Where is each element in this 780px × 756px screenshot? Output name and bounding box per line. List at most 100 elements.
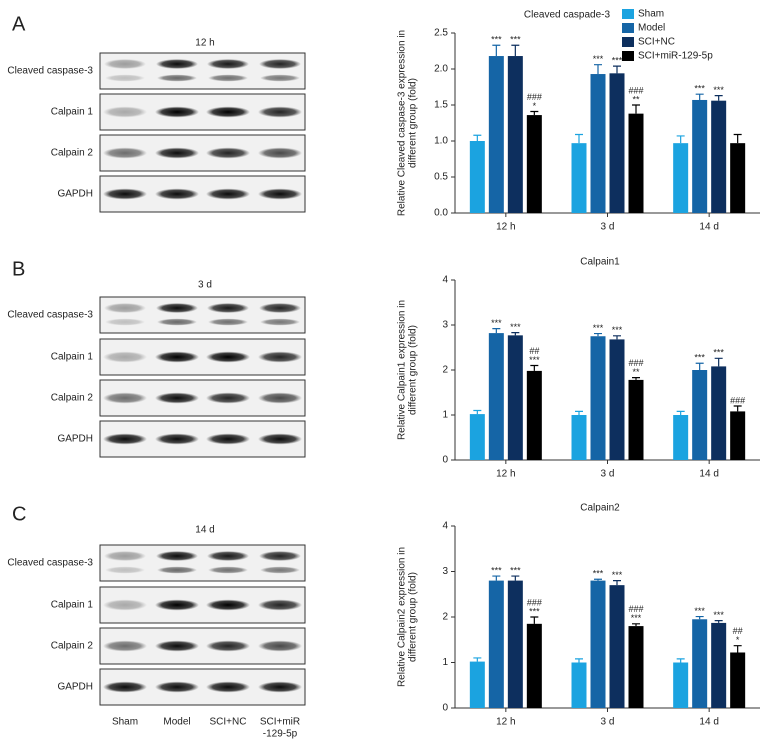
error-bar [575,133,583,144]
blot-band [258,106,302,118]
bar [469,661,485,708]
blot-row-label: Cleaved caspase-3 [7,558,93,569]
blot-band [105,566,145,574]
error-bar [632,623,640,627]
blot-box [99,52,306,90]
blot-band [103,681,147,693]
x-tick-label: 12 h [496,717,515,728]
x-tick-label: 3 d [601,469,615,480]
error-bar [530,616,539,624]
blot-band [258,681,302,693]
y-tick-label: 2.0 [434,64,448,75]
significance-label: *** [713,610,724,620]
blot-band [103,147,147,159]
error-bar [511,44,520,57]
lane-label: Model [163,717,190,728]
blot-band [103,351,147,363]
bar [730,652,746,708]
bar [730,143,746,213]
blot-band [104,59,146,69]
blot-band [206,681,250,693]
blot-band [157,74,197,82]
legend-label: Model [638,23,665,34]
y-axis-label: Relative Calpain2 expression in [397,547,408,687]
blot-band [207,303,249,313]
error-bar [594,64,602,75]
blot-band [206,392,250,404]
bar [488,580,504,708]
error-bar [733,645,742,653]
error-bar [613,65,621,74]
bar [711,366,727,460]
blot-row-label: Cleaved caspase-3 [7,66,93,77]
blot-band [206,106,250,118]
legend-swatch [622,37,634,47]
significance-label: *** [510,35,521,45]
bar [507,56,523,213]
x-tick-label: 14 d [699,469,718,480]
blot-band [259,59,301,69]
error-bar [613,580,621,586]
blot-band [155,188,199,200]
error-bar [473,409,482,415]
legend-swatch [622,23,634,33]
bar [571,415,587,460]
blot-band [207,59,249,69]
y-tick-label: 0.0 [434,208,448,219]
legend-swatch [622,51,634,61]
blot-band [207,551,249,561]
x-tick-label: 3 d [601,222,615,233]
blot-row-label: GAPDH [57,682,93,693]
blot-band [104,303,146,313]
blot-band [103,433,147,445]
blot-row-label: Calpain 1 [51,352,94,363]
lane-label: SCI+miR [260,717,300,728]
y-tick-label: 2 [442,612,448,623]
blot-band [105,318,145,326]
bar [469,141,485,213]
blot-row-label: GAPDH [57,434,93,445]
blot-time: 14 d [195,525,214,536]
blot-row-label: Calpain 2 [51,641,94,652]
blot-row-label: GAPDH [57,189,93,200]
significance-label: *** [529,606,540,616]
legend-label: SCI+miR-129-5p [638,51,713,62]
bar [507,580,523,708]
error-bar [511,332,520,336]
blot-band [208,74,248,82]
blot-band [155,392,199,404]
y-tick-label: 0.5 [434,172,448,183]
bar [571,662,587,708]
error-bar [575,410,583,415]
error-bar [492,44,501,57]
y-tick-label: 4 [442,275,448,286]
y-tick-label: 2 [442,365,448,376]
blot-row-label: Calpain 1 [51,600,94,611]
significance-label: *** [713,85,724,95]
error-bar [632,377,640,380]
blot-box [99,296,306,334]
chart-title: Calpain1 [580,257,620,268]
bar [507,335,523,460]
error-bar [492,575,501,581]
x-tick-label: 14 d [699,717,718,728]
error-bar [695,615,704,620]
error-bar [530,110,539,116]
y-axis-label: different group (fold) [408,572,419,662]
blot-band [103,188,147,200]
blot-band [155,640,199,652]
significance-label: ### [527,92,542,102]
bar [609,339,625,460]
bar [692,619,708,708]
bar [526,115,542,213]
y-axis-label: Relative Calpain1 expression in [397,300,408,440]
blot-row-label: Calpain 1 [51,107,94,118]
legend-label: Sham [638,9,664,20]
bar [488,333,504,460]
panel-letter: A [12,13,26,35]
y-tick-label: 0 [442,455,448,466]
blot-band [206,188,250,200]
bar [609,73,625,213]
error-bar [714,620,723,623]
bar [730,411,746,460]
